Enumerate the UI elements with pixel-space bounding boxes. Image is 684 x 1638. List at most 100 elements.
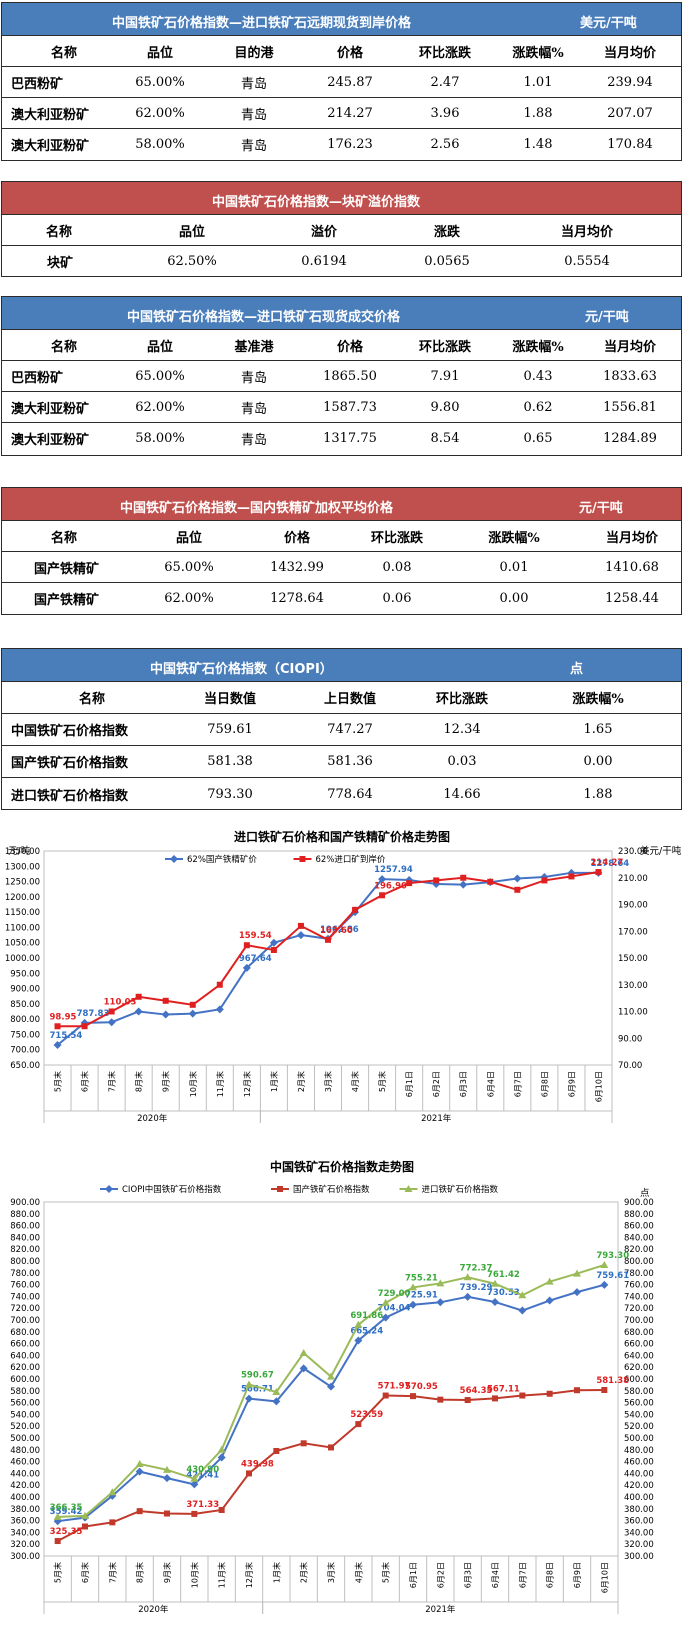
column-header: 环比涨跌: [418, 45, 471, 61]
table-header-bar: 中国铁矿石价格指数—块矿溢价指数: [2, 182, 681, 215]
data-label: 564.35: [460, 1386, 493, 1396]
year-label: 2021年: [425, 1604, 456, 1615]
table-cell: 澳大利亚粉矿: [11, 107, 90, 123]
data-point: [378, 875, 387, 884]
table-cell: 778.64: [327, 786, 373, 802]
series-line: [57, 1283, 605, 1523]
y-tick-label-left: 500.00: [10, 1434, 40, 1444]
y-tick-label-right: 720.00: [624, 1304, 654, 1314]
x-tick-label: 5月末: [53, 1071, 63, 1092]
data-point: [492, 1395, 498, 1402]
table-cell: 65.00%: [164, 559, 214, 575]
x-tick-label: 6月9日: [573, 1562, 582, 1588]
data-point: [299, 856, 306, 862]
y-tick-label-right: 520.00: [624, 1422, 654, 1432]
data-point: [595, 869, 602, 876]
y-axis-label-left: 元/吨: [8, 845, 31, 857]
data-point: [381, 1313, 390, 1322]
table-header-bar: 中国铁矿石价格指数—进口铁矿石远期现货到岸价格 美元/干吨: [2, 3, 681, 36]
data-point: [217, 1445, 226, 1453]
data-point: [242, 963, 251, 972]
data-point: [296, 931, 305, 940]
data-point: [54, 1023, 61, 1030]
y-tick-label-right: 190.00: [618, 901, 648, 911]
data-point: [216, 981, 223, 988]
data-label: 787.83: [77, 1009, 110, 1019]
y-tick-label-left: 900.00: [10, 985, 40, 995]
y-tick-label-right: 110.00: [618, 1008, 648, 1018]
table-forward-cif: 中国铁矿石价格指数—进口铁矿石远期现货到岸价格 美元/干吨 名称 品位 目的港 价格 环…: [1, 2, 682, 161]
data-point: [191, 1510, 198, 1517]
table-cell: 0.01: [499, 559, 529, 575]
data-point: [325, 936, 331, 943]
data-label: 98.95: [50, 1012, 77, 1022]
y-tick-label-right: 660.00: [624, 1340, 654, 1350]
plot-area: [43, 1201, 619, 1557]
table-cell: 1278.64: [270, 591, 324, 606]
x-tick-label: 1月末: [269, 1071, 279, 1092]
y-tick-label-left: 680.00: [10, 1328, 40, 1338]
y-tick-label-right: 680.00: [624, 1328, 654, 1338]
table-unit: 点: [570, 662, 584, 677]
table-unit: 元/干吨: [579, 501, 623, 516]
data-point: [381, 1298, 390, 1306]
table-header-bar: 中国铁矿石价格指数（CIOPI） 点: [2, 649, 681, 682]
legend-label: 62%国产铁精矿价: [187, 854, 257, 865]
x-tick-label: 6月7日: [513, 1071, 522, 1097]
data-label: 729.00: [378, 1289, 411, 1299]
data-point: [54, 1538, 61, 1545]
table-title: 中国铁矿石价格指数—进口铁矿石现货成交价格: [127, 310, 401, 325]
table-cell: 62.00%: [135, 399, 185, 415]
table-cell: 1.88: [523, 105, 553, 121]
y-tick-label-right: 620.00: [624, 1363, 654, 1373]
x-tick-label: 9月末: [161, 1071, 171, 1092]
data-point: [109, 1519, 116, 1526]
data-point: [567, 868, 576, 877]
data-label: 366.35: [50, 1503, 83, 1513]
table-cell: 793.30: [207, 786, 253, 802]
y-tick-label-left: 1300.00: [5, 862, 40, 872]
table-cell: 巴西粉矿: [11, 370, 64, 386]
column-header: 价格: [283, 530, 310, 546]
data-point: [519, 1392, 526, 1399]
data-label: 430.90: [186, 1465, 219, 1475]
data-point: [327, 1382, 335, 1391]
y-tick-label-left: 1250.00: [5, 878, 40, 888]
table-cell: 7.91: [430, 368, 460, 384]
x-tick-label: 5月末: [381, 1562, 391, 1583]
y-tick-label-left: 520.00: [10, 1422, 40, 1432]
data-label: 196.90: [374, 881, 407, 891]
data-point: [135, 1467, 144, 1476]
data-point: [463, 1292, 472, 1301]
data-point: [382, 1392, 389, 1399]
table-cell: 1317.75: [323, 431, 377, 446]
data-point: [541, 877, 548, 884]
data-point: [459, 880, 468, 889]
x-tick-label: 11月末: [215, 1071, 225, 1097]
data-point: [272, 1387, 281, 1395]
y-tick-label-left: 1200.00: [5, 893, 40, 903]
data-point: [215, 1005, 224, 1014]
table-cell: 澳大利亚粉矿: [11, 139, 90, 154]
data-label: 772.37: [460, 1263, 493, 1273]
y-tick-label-right: 780.00: [624, 1269, 654, 1279]
data-label: 1062.86: [320, 925, 359, 935]
data-point: [600, 1280, 609, 1289]
table-row: 进口铁矿石价格指数 793.30 778.64 14.66 1.88: [2, 778, 681, 810]
data-point: [437, 1396, 444, 1403]
column-header: 上日数值: [323, 692, 376, 707]
table-body: 名称 品位 价格 环比涨跌 涨跌幅% 当月均价 国产铁精矿 65.00% 1432.99 0.08…: [2, 521, 681, 614]
x-tick-label: 6月3日: [459, 1071, 468, 1097]
data-point: [518, 1306, 527, 1315]
y-tick-label-right: 900.00: [624, 1198, 654, 1208]
data-point: [53, 1517, 62, 1526]
series-line: [57, 871, 599, 1028]
y-tick-label-left: 640.00: [10, 1351, 40, 1361]
column-header: 环比涨跌: [370, 530, 423, 546]
table-cell: 进口铁矿石价格指数: [11, 788, 129, 804]
data-point: [433, 877, 440, 884]
table-row: 国产铁矿石价格指数 581.38 581.36 0.03 0.00: [2, 746, 681, 778]
table-cell: 170.84: [607, 137, 653, 152]
x-tick-label: 6月7日: [518, 1562, 527, 1588]
y-tick-label-right: 800.00: [624, 1257, 654, 1267]
